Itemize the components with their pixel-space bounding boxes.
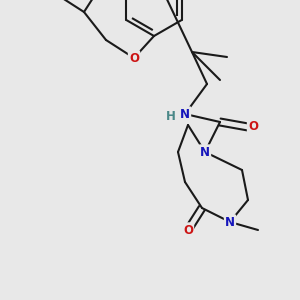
Text: N: N xyxy=(200,146,210,158)
Text: N: N xyxy=(225,215,235,229)
Text: H: H xyxy=(166,110,176,122)
Text: O: O xyxy=(183,224,193,236)
Text: O: O xyxy=(248,121,258,134)
Text: O: O xyxy=(129,52,139,64)
Text: N: N xyxy=(180,107,190,121)
